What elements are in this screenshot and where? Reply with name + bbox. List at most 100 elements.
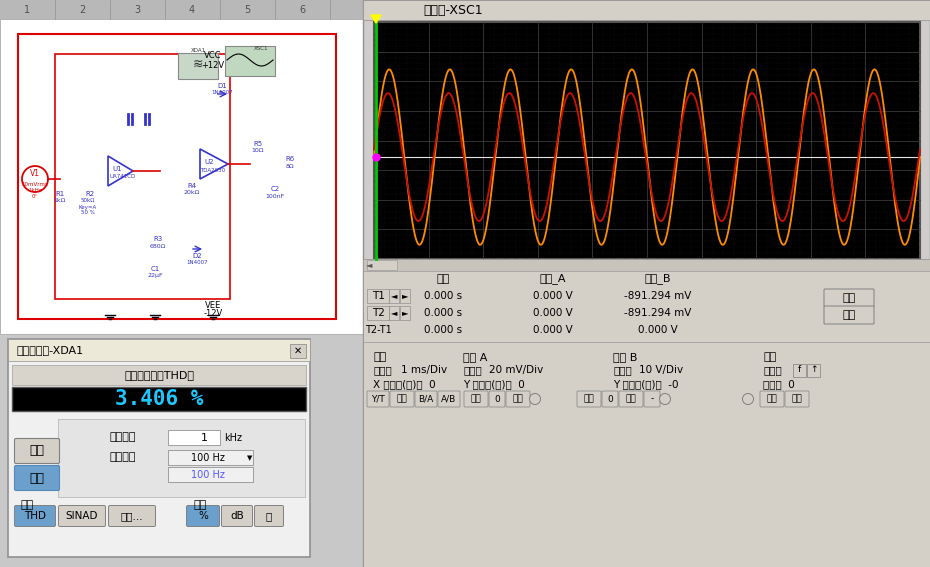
Circle shape: [742, 393, 753, 404]
Text: T2-T1: T2-T1: [365, 325, 392, 335]
Text: 1N4007: 1N4007: [186, 260, 207, 264]
Text: ≋: ≋: [193, 57, 204, 70]
Text: 通道_B: 通道_B: [644, 273, 671, 285]
FancyBboxPatch shape: [602, 391, 618, 407]
Text: 水平：  0: 水平： 0: [763, 379, 795, 389]
Text: 时间: 时间: [436, 274, 449, 284]
FancyBboxPatch shape: [221, 506, 253, 527]
Text: 交流: 交流: [584, 395, 594, 404]
Text: D2: D2: [193, 253, 202, 259]
Bar: [367, 306, 389, 320]
Text: C1: C1: [151, 266, 160, 272]
Text: ◄: ◄: [391, 308, 397, 318]
Text: 通道_A: 通道_A: [539, 273, 566, 285]
Text: 20kΩ: 20kΩ: [184, 191, 200, 196]
Bar: [55, 54, 230, 299]
Text: 单次: 单次: [766, 395, 777, 404]
Text: U1: U1: [112, 166, 122, 172]
Text: 控件: 控件: [20, 500, 33, 510]
Text: 设置...: 设置...: [121, 511, 143, 521]
Text: 0°: 0°: [32, 193, 38, 198]
Text: ◄: ◄: [366, 260, 373, 269]
Text: 100nF: 100nF: [265, 193, 285, 198]
Text: 1kHz: 1kHz: [28, 188, 42, 193]
Bar: [400, 289, 410, 303]
Text: ►: ►: [402, 291, 408, 301]
Bar: [389, 289, 399, 303]
Text: 直流: 直流: [626, 395, 636, 404]
Text: 10Ω: 10Ω: [252, 149, 264, 154]
Text: 正常: 正常: [791, 395, 803, 404]
Bar: [168, 467, 253, 482]
Text: R2: R2: [86, 191, 95, 197]
Text: T1: T1: [372, 291, 384, 301]
Text: %: %: [198, 511, 208, 521]
Text: 保存: 保存: [843, 310, 856, 320]
FancyBboxPatch shape: [367, 391, 389, 407]
Text: SINAD: SINAD: [66, 511, 99, 521]
Text: 1: 1: [24, 5, 30, 15]
Text: -891.294 mV: -891.294 mV: [624, 291, 692, 301]
Bar: [363, 259, 930, 567]
Text: -: -: [650, 395, 654, 404]
FancyBboxPatch shape: [15, 506, 56, 527]
Text: B/A: B/A: [418, 395, 433, 404]
Bar: [0, 0, 930, 19]
Bar: [807, 364, 820, 377]
Text: UA741CD: UA741CD: [109, 175, 135, 180]
Bar: [367, 260, 397, 270]
Text: 50kΩ: 50kΩ: [81, 198, 95, 204]
Bar: [168, 450, 253, 465]
Text: ↑: ↑: [810, 366, 817, 374]
Text: 停止: 停止: [30, 472, 45, 484]
Bar: [225, 46, 275, 76]
Text: Y 轴位移(格)：  0: Y 轴位移(格)： 0: [463, 379, 525, 389]
Text: -891.294 mV: -891.294 mV: [624, 308, 692, 318]
FancyBboxPatch shape: [15, 466, 60, 490]
Text: 0.000 V: 0.000 V: [638, 325, 678, 335]
Text: 添加: 添加: [396, 395, 407, 404]
Text: R5: R5: [254, 141, 262, 147]
Text: U2: U2: [204, 159, 214, 165]
Text: 分解频率: 分解频率: [110, 452, 137, 462]
Text: 总谐波失真（THD）: 总谐波失真（THD）: [124, 370, 194, 380]
Text: 2: 2: [79, 5, 86, 15]
FancyBboxPatch shape: [109, 506, 155, 527]
Text: 标度：: 标度：: [373, 365, 392, 375]
FancyBboxPatch shape: [619, 391, 643, 407]
Text: 4: 4: [189, 5, 195, 15]
Text: R3: R3: [153, 236, 163, 242]
Bar: [18, 34, 336, 319]
Text: 刻度：: 刻度：: [613, 365, 631, 375]
Text: 20 mV/Div: 20 mV/Div: [489, 365, 543, 375]
Text: 时基: 时基: [373, 352, 386, 362]
FancyBboxPatch shape: [390, 391, 414, 407]
Text: 6: 6: [299, 5, 305, 15]
Text: Key=A: Key=A: [79, 205, 97, 209]
Bar: [8, 339, 310, 557]
Text: D1: D1: [217, 83, 227, 89]
Text: ✕: ✕: [294, 346, 302, 356]
FancyBboxPatch shape: [489, 391, 505, 407]
FancyBboxPatch shape: [506, 391, 530, 407]
Text: 10 V/Div: 10 V/Div: [639, 365, 684, 375]
FancyBboxPatch shape: [824, 289, 874, 307]
FancyBboxPatch shape: [255, 506, 284, 527]
Circle shape: [529, 393, 540, 404]
Text: VCC: VCC: [205, 52, 221, 61]
Text: 显示: 显示: [193, 500, 206, 510]
Text: 0.000 V: 0.000 V: [533, 325, 573, 335]
Text: f: f: [798, 366, 801, 374]
Bar: [178, 53, 218, 79]
Text: 0: 0: [494, 395, 500, 404]
FancyBboxPatch shape: [187, 506, 219, 527]
Text: Y/T: Y/T: [371, 395, 385, 404]
Text: +12V: +12V: [202, 61, 224, 70]
Bar: [168, 430, 220, 445]
Text: 边沿：: 边沿：: [763, 365, 782, 375]
FancyBboxPatch shape: [760, 391, 784, 407]
FancyBboxPatch shape: [438, 391, 460, 407]
Text: Y 轴位移(格)：  -0: Y 轴位移(格)： -0: [613, 379, 679, 389]
Text: T2: T2: [372, 308, 384, 318]
Bar: [374, 22, 920, 259]
